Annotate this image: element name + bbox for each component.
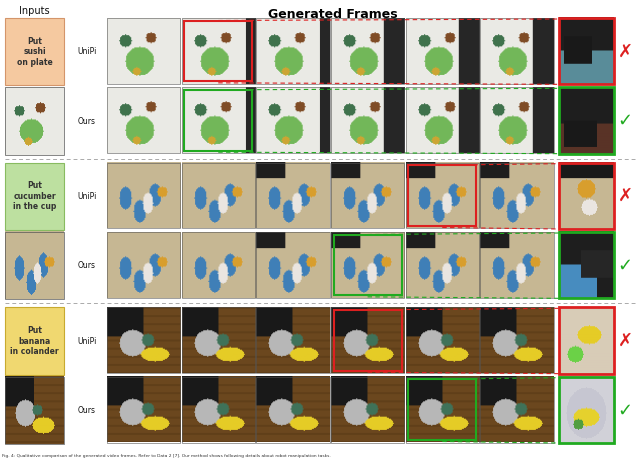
Bar: [408, 379, 476, 440]
Bar: [406, 18, 479, 84]
Bar: [182, 377, 255, 443]
Text: ✓: ✓: [618, 257, 632, 275]
Text: Generated Frames: Generated Frames: [268, 8, 397, 21]
Text: ✓: ✓: [618, 401, 632, 419]
Bar: [481, 307, 554, 373]
Bar: [333, 235, 402, 295]
Bar: [5, 377, 64, 444]
Bar: [257, 377, 330, 443]
Bar: [182, 18, 255, 84]
Bar: [182, 232, 255, 298]
Text: ✓: ✓: [618, 112, 632, 130]
Bar: [331, 377, 404, 443]
Text: Put
cucumber
in the cup: Put cucumber in the cup: [13, 182, 56, 211]
Text: Inputs: Inputs: [19, 6, 49, 16]
Text: Fig. 4: Qualitative comparison of the generated video frames. Refer to Data 2 [7: Fig. 4: Qualitative comparison of the ge…: [2, 454, 331, 458]
Bar: [481, 377, 554, 443]
Text: ✗: ✗: [618, 43, 632, 61]
Bar: [559, 232, 614, 298]
Text: UniPi: UniPi: [77, 336, 97, 346]
Bar: [331, 18, 404, 84]
Bar: [481, 163, 554, 229]
Bar: [559, 163, 614, 229]
Bar: [559, 87, 614, 154]
Bar: [408, 165, 476, 226]
Text: Ours: Ours: [78, 116, 96, 126]
Bar: [5, 87, 64, 155]
Text: Ours: Ours: [78, 261, 96, 270]
Bar: [331, 163, 404, 229]
Bar: [406, 307, 479, 373]
Bar: [331, 307, 404, 373]
Bar: [182, 307, 255, 373]
Bar: [257, 232, 330, 298]
Bar: [5, 232, 64, 299]
Bar: [406, 232, 479, 298]
Text: Ours: Ours: [78, 406, 96, 415]
Text: ✗: ✗: [618, 332, 632, 350]
Bar: [331, 232, 404, 298]
Bar: [5, 163, 64, 230]
Bar: [107, 232, 180, 298]
Bar: [107, 18, 180, 84]
Bar: [406, 377, 479, 443]
Bar: [333, 310, 402, 371]
Bar: [5, 307, 64, 375]
Bar: [257, 163, 330, 229]
Bar: [107, 307, 180, 373]
Bar: [184, 20, 252, 81]
Text: Put
sushi
on plate: Put sushi on plate: [17, 37, 52, 67]
Bar: [107, 377, 180, 443]
Bar: [406, 163, 479, 229]
Bar: [182, 163, 255, 229]
Bar: [257, 307, 330, 373]
Bar: [184, 90, 252, 151]
Text: Put
banana
in colander: Put banana in colander: [10, 326, 59, 356]
Bar: [481, 18, 554, 84]
Text: ✗: ✗: [618, 187, 632, 205]
Bar: [331, 87, 404, 153]
Bar: [559, 307, 614, 374]
Bar: [257, 18, 330, 84]
Bar: [257, 87, 330, 153]
Text: UniPi: UniPi: [77, 192, 97, 201]
Bar: [481, 87, 554, 153]
Bar: [559, 377, 614, 443]
Text: UniPi: UniPi: [77, 47, 97, 56]
Bar: [107, 87, 180, 153]
Bar: [406, 87, 479, 153]
Bar: [107, 163, 180, 229]
Bar: [182, 87, 255, 153]
Bar: [559, 18, 614, 85]
Bar: [5, 18, 64, 85]
Bar: [481, 232, 554, 298]
